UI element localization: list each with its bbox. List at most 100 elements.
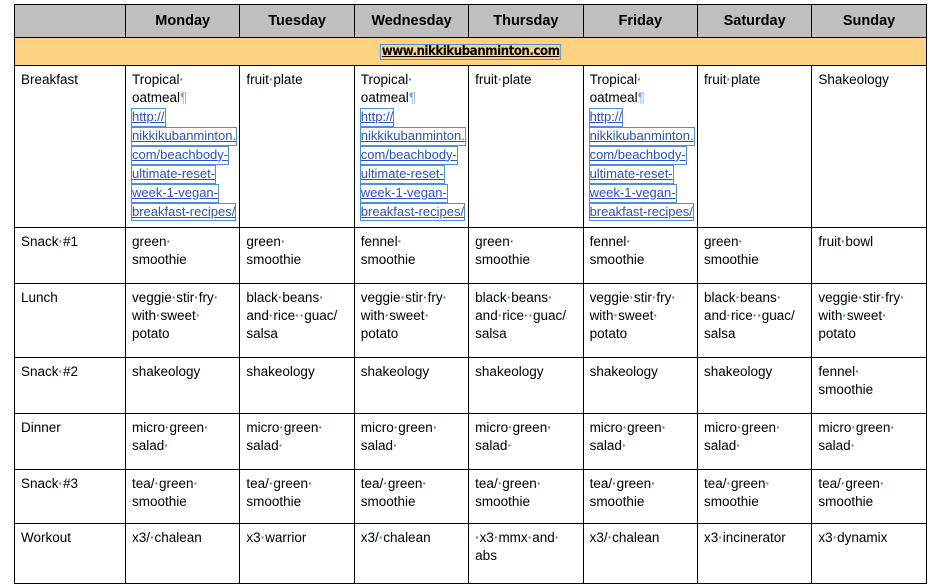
url-line[interactable]: week-1-vegan- [359, 183, 448, 203]
meal-text: Shakeology [818, 72, 889, 87]
cell-snack3-tuesday[interactable]: tea/·green· smoothie [239, 469, 355, 525]
cell-snack1-tuesday[interactable]: green· smoothie [239, 227, 355, 285]
url-line[interactable]: com/beachbody- [588, 145, 687, 165]
cell-workout-saturday[interactable]: x3·incinerator [696, 523, 813, 584]
cell-snack3-friday[interactable]: tea/·green· smoothie [582, 469, 698, 525]
cell-snack1-friday[interactable]: fennel· smoothie [582, 227, 698, 285]
cell-breakfast-saturday[interactable]: fruit·plate [696, 64, 813, 229]
cell-snack1-saturday[interactable]: green· smoothie [696, 227, 813, 285]
cell-lunch-saturday[interactable]: black·beans· and·rice··guac/salsa [696, 283, 813, 359]
cell-snack1-sunday[interactable]: fruit·bowl [811, 227, 927, 285]
url-line[interactable]: http:// [131, 108, 166, 127]
pilcrow-mark: ¶ [637, 89, 645, 105]
cell-snack2-monday[interactable]: shakeology [124, 357, 241, 415]
url-line[interactable]: ultimate-reset- [359, 164, 445, 184]
row-label-snack1: Snack·#1 [14, 227, 126, 285]
cell-snack3-thursday[interactable]: tea/·green· smoothie [468, 469, 584, 525]
row-label-workout: Workout [14, 523, 126, 584]
cell-dinner-monday[interactable]: micro·green· salad· [124, 413, 241, 471]
cell-breakfast-friday[interactable]: Tropical· oatmeal¶ http:// nikkikubanmint… [582, 64, 698, 229]
url-line[interactable]: http:// [588, 108, 624, 127]
recipe-link[interactable]: http:// nikkikubanminton. com/beachbody-… [588, 108, 695, 222]
cell-breakfast-tuesday[interactable]: fruit·plate [239, 64, 355, 229]
column-header-monday: Monday [124, 4, 241, 38]
cell-snack2-wednesday[interactable]: shakeology [353, 357, 470, 415]
cell-snack2-saturday[interactable]: shakeology [696, 357, 813, 415]
banner-cell: www.nikkikubanminton.com [14, 37, 927, 66]
cell-lunch-thursday[interactable]: black·beans· and·rice··guac/salsa [468, 283, 584, 359]
row-label-snack2: Snack·#2 [14, 357, 126, 415]
space-mark: · [637, 72, 642, 87]
meal-title: Tropical· oatmeal¶ [589, 72, 645, 105]
cell-workout-sunday[interactable]: x3·dynamix [811, 523, 927, 584]
space-mark: · [408, 72, 413, 87]
table-row-dinner: Dinner micro·green· salad· micro·green· sa… [14, 413, 927, 471]
table-row-workout: Workout x3/·chalean x3·warrior x3/·chale… [14, 523, 927, 584]
cell-snack1-monday[interactable]: green· smoothie [124, 227, 241, 285]
url-line[interactable]: breakfast-recipes/ [131, 202, 237, 222]
cell-dinner-tuesday[interactable]: micro·green· salad· [239, 413, 355, 471]
cell-snack1-thursday[interactable]: green· smoothie [468, 227, 584, 285]
recipe-link[interactable]: http:// nikkikubanminton. com/beachbody-… [131, 108, 238, 222]
url-line[interactable]: breakfast-recipes/ [359, 202, 466, 222]
cell-breakfast-monday[interactable]: Tropical· oatmeal¶ http:// nikkikubanmint… [124, 64, 241, 229]
table-row-snack3: Snack·#3 tea/·green· smoothie tea/·green·… [14, 469, 927, 525]
cell-snack2-friday[interactable]: shakeology [582, 357, 698, 415]
meal-plan-table: Monday Tuesday Wednesday Thursday Friday… [14, 4, 927, 584]
cell-dinner-friday[interactable]: micro·green· salad· [582, 413, 698, 471]
column-header-wednesday: Wednesday [353, 4, 470, 38]
cell-lunch-wednesday[interactable]: veggie·stir·fry· with·sweet· potato [353, 283, 470, 359]
cell-dinner-saturday[interactable]: micro·green· salad· [696, 413, 813, 471]
url-line[interactable]: week-1-vegan- [131, 183, 219, 203]
cell-dinner-wednesday[interactable]: micro·green· salad· [353, 413, 470, 471]
row-label-lunch: Lunch [14, 283, 126, 359]
cell-lunch-monday[interactable]: veggie·stir·fry· with·sweet· potato [124, 283, 241, 359]
table-row-snack2: Snack·#2 shakeology shakeology shakeolog… [14, 357, 927, 415]
cell-snack2-tuesday[interactable]: shakeology [239, 357, 355, 415]
url-line[interactable]: nikkikubanminton. [359, 126, 466, 146]
url-line[interactable]: http:// [359, 108, 395, 127]
cell-dinner-thursday[interactable]: micro·green· salad· [468, 413, 584, 471]
url-line[interactable]: ultimate-reset- [131, 164, 217, 184]
cell-snack3-monday[interactable]: tea/·green· smoothie [124, 469, 241, 525]
url-line[interactable]: com/beachbody- [359, 145, 458, 165]
cell-lunch-friday[interactable]: veggie·stir·fry· with·sweet· potato [582, 283, 698, 359]
table-row-breakfast: Breakfast Tropical· oatmeal¶ http:// nikk… [14, 64, 927, 229]
cell-workout-tuesday[interactable]: x3·warrior [239, 523, 355, 584]
cell-snack2-sunday[interactable]: fennel· smoothie [811, 357, 927, 415]
cell-breakfast-wednesday[interactable]: Tropical· oatmeal¶ http:// nikkikubanmint… [353, 64, 470, 229]
url-line[interactable]: ultimate-reset- [588, 164, 674, 184]
cell-snack3-sunday[interactable]: tea/·green· smoothie [811, 469, 927, 525]
meal-title: Tropical· oatmeal¶ [360, 72, 417, 105]
cell-snack3-wednesday[interactable]: tea/·green· smoothie [353, 469, 470, 525]
cell-lunch-sunday[interactable]: veggie·stir·fry· with·sweet· potato [811, 283, 927, 359]
document-canvas: Monday Tuesday Wednesday Thursday Friday… [14, 4, 927, 584]
table-row-snack1: Snack·#1 green· smoothie green· smoothie f… [14, 227, 927, 285]
cell-breakfast-sunday[interactable]: Shakeology [811, 64, 927, 229]
cell-workout-friday[interactable]: x3/·chalean [582, 523, 698, 584]
column-header-thursday: Thursday [468, 4, 584, 38]
cell-snack3-saturday[interactable]: tea/·green· smoothie [696, 469, 813, 525]
url-line[interactable]: nikkikubanminton. [131, 126, 238, 146]
cell-workout-wednesday[interactable]: x3/·chalean [353, 523, 470, 584]
cell-workout-thursday[interactable]: ·x3·mmx·and· abs [468, 523, 584, 584]
cell-snack2-thursday[interactable]: shakeology [468, 357, 584, 415]
table-header-row: Monday Tuesday Wednesday Thursday Friday… [14, 4, 927, 38]
cell-breakfast-thursday[interactable]: fruit·plate [468, 64, 584, 229]
column-header-tuesday: Tuesday [239, 4, 355, 38]
url-line[interactable]: com/beachbody- [131, 145, 230, 165]
cell-lunch-tuesday[interactable]: black·beans· and·rice··guac/salsa [239, 283, 355, 359]
meal-text: fruit·plate [475, 72, 532, 87]
recipe-link[interactable]: http:// nikkikubanminton. com/beachbody-… [359, 108, 466, 222]
cell-workout-monday[interactable]: x3/·chalean [124, 523, 241, 584]
cell-snack1-wednesday[interactable]: fennel· smoothie [353, 227, 470, 285]
url-line[interactable]: week-1-vegan- [588, 183, 677, 203]
url-line[interactable]: nikkikubanminton. [588, 126, 695, 146]
url-line[interactable]: breakfast-recipes/ [588, 202, 694, 222]
cell-dinner-sunday[interactable]: micro·green· salad· [811, 413, 927, 471]
header-corner-cell [14, 4, 126, 38]
website-banner-text[interactable]: www.nikkikubanminton.com [379, 43, 562, 61]
column-header-friday: Friday [582, 4, 698, 38]
pilcrow-mark: ¶ [180, 89, 188, 105]
row-label-text: Breakfast [21, 72, 79, 87]
